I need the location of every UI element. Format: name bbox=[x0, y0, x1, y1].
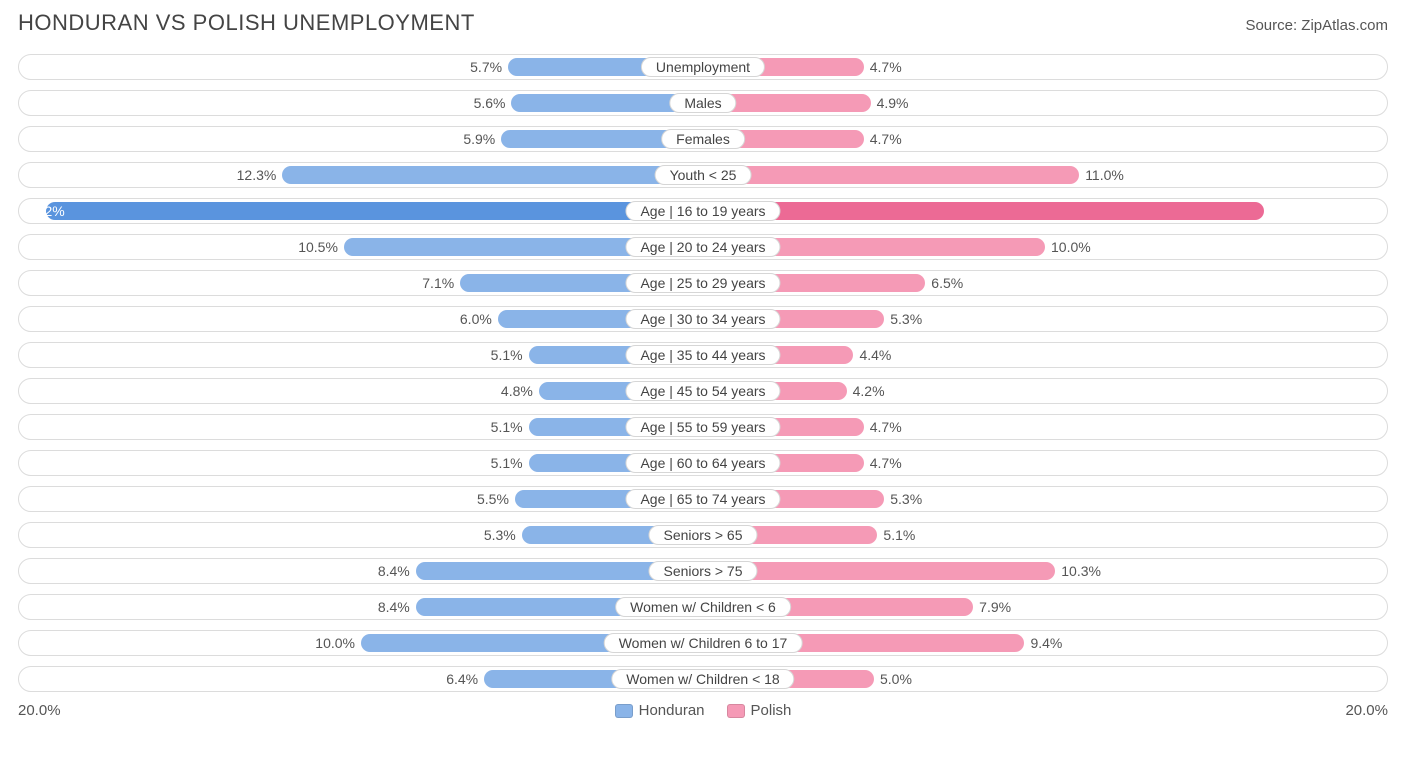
category-label: Males bbox=[669, 93, 736, 113]
value-left: 5.1% bbox=[491, 343, 529, 367]
value-left: 19.2% bbox=[25, 199, 65, 223]
value-left: 10.5% bbox=[298, 235, 344, 259]
category-label: Females bbox=[661, 129, 745, 149]
diverging-bar-chart: 5.7% 4.7% Unemployment 5.6% 4.9% Males 5.9% 4.7… bbox=[18, 54, 1388, 692]
value-left: 5.1% bbox=[491, 451, 529, 475]
value-right: 4.7% bbox=[864, 55, 902, 79]
chart-row: 5.7% 4.7% Unemployment bbox=[18, 54, 1388, 80]
value-right: 10.3% bbox=[1055, 559, 1101, 583]
chart-row: 4.8% 4.2% Age | 45 to 54 years bbox=[18, 378, 1388, 404]
category-label: Age | 65 to 74 years bbox=[625, 489, 780, 509]
chart-row: 7.1% 6.5% Age | 25 to 29 years bbox=[18, 270, 1388, 296]
chart-row: 6.0% 5.3% Age | 30 to 34 years bbox=[18, 306, 1388, 332]
category-label: Women w/ Children < 6 bbox=[615, 597, 791, 617]
legend-item-right: Polish bbox=[727, 702, 792, 719]
value-left: 5.7% bbox=[470, 55, 508, 79]
chart-row: 6.4% 5.0% Women w/ Children < 18 bbox=[18, 666, 1388, 692]
category-label: Age | 55 to 59 years bbox=[625, 417, 780, 437]
legend-swatch-left bbox=[615, 704, 633, 718]
value-left: 7.1% bbox=[422, 271, 460, 295]
value-right: 10.0% bbox=[1045, 235, 1091, 259]
value-left: 5.6% bbox=[474, 91, 512, 115]
value-right: 5.3% bbox=[884, 487, 922, 511]
value-left: 5.9% bbox=[463, 127, 501, 151]
chart-row: 5.1% 4.7% Age | 60 to 64 years bbox=[18, 450, 1388, 476]
axis-left-max: 20.0% bbox=[18, 702, 61, 719]
chart-row: 10.5% 10.0% Age | 20 to 24 years bbox=[18, 234, 1388, 260]
chart-header: HONDURAN VS POLISH UNEMPLOYMENT Source: … bbox=[18, 10, 1388, 36]
value-left: 5.3% bbox=[484, 523, 522, 547]
chart-row: 8.4% 7.9% Women w/ Children < 6 bbox=[18, 594, 1388, 620]
bar-left bbox=[282, 166, 703, 184]
value-right: 7.9% bbox=[973, 595, 1011, 619]
value-left: 6.4% bbox=[446, 667, 484, 691]
value-left: 5.1% bbox=[491, 415, 529, 439]
value-right: 5.3% bbox=[884, 307, 922, 331]
legend-swatch-right bbox=[727, 704, 745, 718]
value-right: 4.4% bbox=[853, 343, 891, 367]
value-left: 12.3% bbox=[237, 163, 283, 187]
category-label: Age | 16 to 19 years bbox=[625, 201, 780, 221]
value-right: 4.2% bbox=[847, 379, 885, 403]
category-label: Age | 60 to 64 years bbox=[625, 453, 780, 473]
category-label: Youth < 25 bbox=[655, 165, 752, 185]
value-right: 4.7% bbox=[864, 415, 902, 439]
value-left: 5.5% bbox=[477, 487, 515, 511]
value-right: 9.4% bbox=[1024, 631, 1062, 655]
chart-row: 19.2% 16.4% Age | 16 to 19 years bbox=[18, 198, 1388, 224]
category-label: Age | 30 to 34 years bbox=[625, 309, 780, 329]
value-left: 6.0% bbox=[460, 307, 498, 331]
category-label: Age | 20 to 24 years bbox=[625, 237, 780, 257]
legend-label-left: Honduran bbox=[639, 702, 705, 719]
category-label: Age | 35 to 44 years bbox=[625, 345, 780, 365]
category-label: Seniors > 75 bbox=[649, 561, 758, 581]
value-right: 4.7% bbox=[864, 127, 902, 151]
chart-row: 12.3% 11.0% Youth < 25 bbox=[18, 162, 1388, 188]
chart-row: 5.1% 4.4% Age | 35 to 44 years bbox=[18, 342, 1388, 368]
chart-row: 10.0% 9.4% Women w/ Children 6 to 17 bbox=[18, 630, 1388, 656]
value-right: 4.7% bbox=[864, 451, 902, 475]
value-right: 5.1% bbox=[877, 523, 915, 547]
value-left: 10.0% bbox=[315, 631, 361, 655]
chart-row: 5.5% 5.3% Age | 65 to 74 years bbox=[18, 486, 1388, 512]
chart-row: 5.3% 5.1% Seniors > 65 bbox=[18, 522, 1388, 548]
legend: Honduran Polish bbox=[615, 702, 792, 719]
value-right: 6.5% bbox=[925, 271, 963, 295]
value-right: 16.4% bbox=[1341, 199, 1381, 223]
value-right: 5.0% bbox=[874, 667, 912, 691]
axis-right-max: 20.0% bbox=[1345, 702, 1388, 719]
chart-source: Source: ZipAtlas.com bbox=[1245, 17, 1388, 34]
category-label: Women w/ Children 6 to 17 bbox=[604, 633, 803, 653]
value-right: 11.0% bbox=[1079, 163, 1124, 187]
chart-row: 5.9% 4.7% Females bbox=[18, 126, 1388, 152]
chart-row: 5.6% 4.9% Males bbox=[18, 90, 1388, 116]
category-label: Women w/ Children < 18 bbox=[611, 669, 794, 689]
bar-left bbox=[46, 202, 703, 220]
bar-right bbox=[703, 166, 1079, 184]
chart-title: HONDURAN VS POLISH UNEMPLOYMENT bbox=[18, 10, 475, 36]
chart-row: 8.4% 10.3% Seniors > 75 bbox=[18, 558, 1388, 584]
value-left: 8.4% bbox=[378, 559, 416, 583]
category-label: Seniors > 65 bbox=[649, 525, 758, 545]
value-left: 4.8% bbox=[501, 379, 539, 403]
value-right: 4.9% bbox=[871, 91, 909, 115]
legend-label-right: Polish bbox=[751, 702, 792, 719]
value-left: 8.4% bbox=[378, 595, 416, 619]
category-label: Age | 45 to 54 years bbox=[625, 381, 780, 401]
chart-footer: 20.0% Honduran Polish 20.0% bbox=[18, 702, 1388, 719]
bar-right bbox=[703, 202, 1264, 220]
legend-item-left: Honduran bbox=[615, 702, 705, 719]
category-label: Unemployment bbox=[641, 57, 765, 77]
chart-row: 5.1% 4.7% Age | 55 to 59 years bbox=[18, 414, 1388, 440]
category-label: Age | 25 to 29 years bbox=[625, 273, 780, 293]
